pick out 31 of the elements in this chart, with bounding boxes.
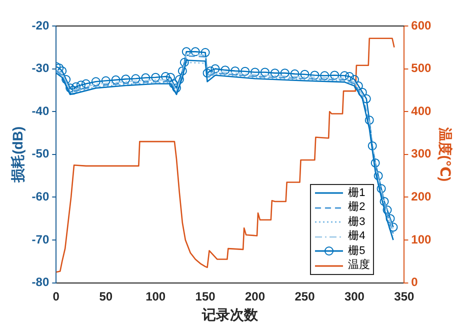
- legend-label: 栅5: [348, 244, 366, 258]
- x-tick-label: 250: [294, 289, 316, 304]
- y-tick-label: -20: [32, 18, 50, 32]
- y2-tick-label: 500: [411, 61, 432, 76]
- legend-label: 栅2: [348, 200, 366, 215]
- y-tick-label: -70: [32, 232, 50, 246]
- x-tick-label: 100: [146, 289, 166, 304]
- y-tick-label: -60: [32, 190, 50, 204]
- legend-label: 栅1: [348, 186, 366, 200]
- y-axis-title: 损耗(dB): [9, 126, 26, 184]
- y2-tick-label: 600: [411, 18, 432, 32]
- y2-tick-label: 300: [411, 146, 432, 161]
- x-tick-label: 50: [99, 289, 113, 304]
- y2-axis-title: 温度(℃): [438, 126, 454, 182]
- legend-label: 栅4: [348, 229, 366, 244]
- y2-tick-label: 400: [411, 104, 432, 118]
- y-tick-label: -80: [32, 275, 50, 290]
- y-tick-label: -40: [32, 104, 50, 118]
- y2-tick-label: 0: [411, 275, 418, 290]
- y-tick-label: -50: [32, 146, 50, 161]
- legend-label: 栅3: [348, 214, 366, 230]
- x-tick-label: 200: [245, 289, 266, 304]
- x-tick-label: 150: [195, 289, 216, 304]
- x-tick-label: 350: [394, 289, 415, 304]
- y2-tick-label: 100: [411, 232, 432, 246]
- legend-label: 温度: [348, 258, 370, 273]
- x-tick-label: 0: [52, 289, 60, 304]
- x-tick-label: 300: [344, 289, 365, 304]
- y2-tick-label: 200: [411, 190, 432, 204]
- y-tick-label: -30: [32, 61, 50, 76]
- x-axis-title: 记录次数: [201, 306, 260, 322]
